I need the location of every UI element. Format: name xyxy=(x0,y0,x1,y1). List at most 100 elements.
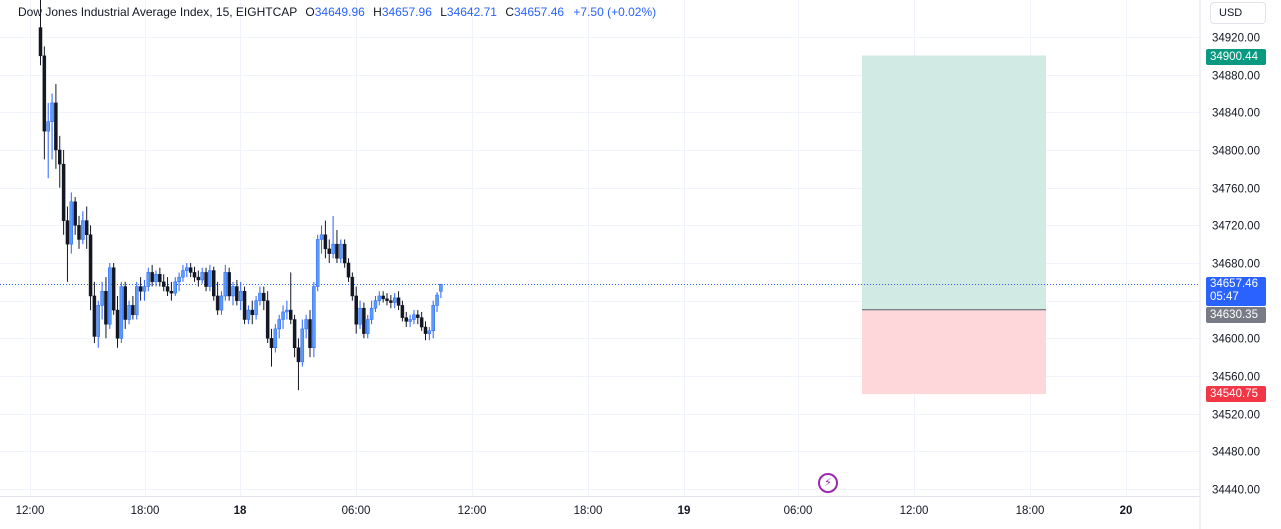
candle xyxy=(427,327,432,341)
candle xyxy=(431,300,435,339)
x-tick-label: 06:00 xyxy=(784,505,813,517)
candle xyxy=(342,239,347,268)
candle xyxy=(227,267,231,301)
candle xyxy=(115,295,120,348)
candle xyxy=(215,281,220,315)
y-tick-label: 34600.00 xyxy=(1212,334,1260,346)
candle xyxy=(192,266,197,282)
candle xyxy=(61,150,66,235)
candle xyxy=(281,305,285,329)
candle xyxy=(96,300,100,348)
candle xyxy=(262,286,266,311)
open-label: O xyxy=(305,5,315,19)
candle xyxy=(416,310,420,325)
candle xyxy=(285,300,289,320)
x-tick-label: 06:00 xyxy=(342,505,371,517)
candle xyxy=(73,197,77,235)
candle xyxy=(323,220,328,259)
candle xyxy=(331,215,335,259)
candle xyxy=(54,84,58,169)
x-tick-label: 18:00 xyxy=(131,505,160,517)
candle xyxy=(315,234,320,292)
x-tick-label: 20 xyxy=(1120,505,1133,517)
candle xyxy=(300,319,305,367)
candle xyxy=(265,291,270,344)
candle xyxy=(150,264,154,287)
y-tick-label: 34480.00 xyxy=(1212,447,1260,459)
candle xyxy=(42,46,47,160)
candle xyxy=(319,225,324,254)
candle xyxy=(400,300,405,322)
candle xyxy=(339,239,343,263)
candle xyxy=(335,230,339,263)
candle xyxy=(154,270,158,287)
candle xyxy=(385,293,389,306)
symbol-title[interactable]: Dow Jones Industrial Average Index, 15, … xyxy=(18,5,298,19)
candle xyxy=(77,215,81,249)
candle xyxy=(377,291,382,306)
candle xyxy=(396,291,401,311)
candle xyxy=(135,281,139,320)
candle xyxy=(369,300,374,325)
candle xyxy=(312,281,316,358)
candle xyxy=(246,305,251,325)
candle xyxy=(196,270,201,287)
lightning-icon[interactable]: ⚡ xyxy=(818,473,838,493)
candle xyxy=(269,328,274,367)
candle xyxy=(273,324,278,353)
high-value: 34657.96 xyxy=(381,5,432,19)
candle xyxy=(185,263,189,278)
loss-zone[interactable] xyxy=(862,309,1046,395)
currency-button[interactable]: USD xyxy=(1210,2,1266,24)
candle xyxy=(188,263,193,278)
candle xyxy=(354,286,358,334)
candle xyxy=(231,281,235,306)
candle xyxy=(50,93,54,160)
candle xyxy=(92,281,97,344)
x-tick-label: 19 xyxy=(678,505,691,517)
candle xyxy=(46,102,50,179)
candle xyxy=(173,277,177,296)
candle xyxy=(127,300,131,325)
candle xyxy=(235,279,239,306)
candle xyxy=(381,291,385,303)
close-label: C xyxy=(505,5,514,19)
candle xyxy=(308,310,312,358)
candle xyxy=(392,293,397,309)
candle xyxy=(366,314,370,339)
last-price-tag: 34657.46 05:47 xyxy=(1206,277,1266,306)
y-tick-label: 34760.00 xyxy=(1212,184,1260,196)
candle xyxy=(119,281,124,344)
candle xyxy=(142,279,147,301)
candle xyxy=(177,272,181,292)
candle xyxy=(111,263,116,315)
candle xyxy=(219,291,224,315)
candle xyxy=(296,338,301,391)
high-label: H xyxy=(373,5,382,19)
entry-price-tag: 34630.35 xyxy=(1206,307,1266,323)
candle xyxy=(81,211,85,245)
x-tick-label: 18:00 xyxy=(574,505,603,517)
candle xyxy=(223,264,228,301)
candle xyxy=(200,267,204,284)
change-value: +7.50 (+0.02%) xyxy=(573,5,657,19)
candle xyxy=(108,263,112,329)
profit-zone[interactable] xyxy=(862,55,1046,310)
y-tick-label: 34920.00 xyxy=(1212,33,1260,45)
candle xyxy=(408,314,412,328)
candle xyxy=(250,300,254,325)
y-tick-label: 34680.00 xyxy=(1212,259,1260,271)
candle xyxy=(123,281,127,329)
candle xyxy=(146,267,151,292)
candle xyxy=(208,264,212,292)
candle xyxy=(84,206,89,249)
candle xyxy=(100,281,104,320)
y-tick-label: 34560.00 xyxy=(1212,372,1260,384)
candle xyxy=(412,310,416,325)
candle xyxy=(161,274,166,292)
symbol-legend: Dow Jones Industrial Average Index, 15, … xyxy=(18,5,656,19)
candle xyxy=(138,277,143,301)
candle xyxy=(373,295,378,312)
candle xyxy=(304,314,308,339)
